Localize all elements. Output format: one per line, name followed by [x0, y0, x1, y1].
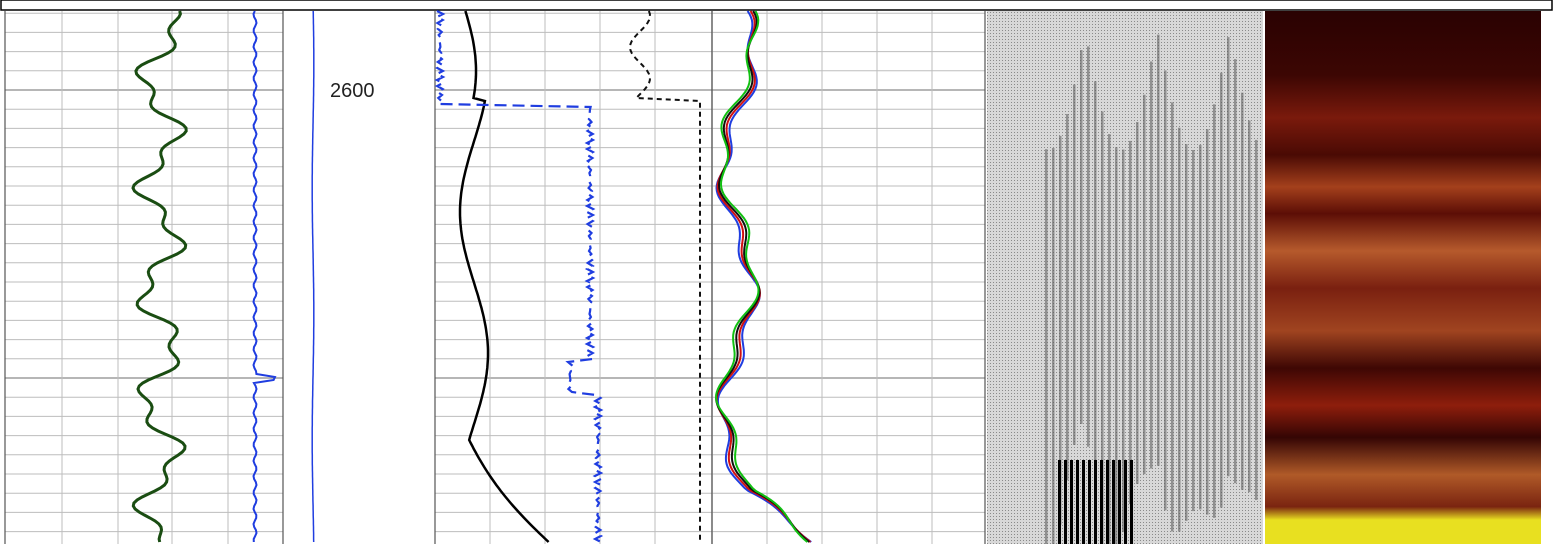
resist-curve [434, 10, 604, 543]
stripe [1080, 49, 1083, 424]
stripe [1136, 122, 1139, 485]
dark-stripe [1094, 460, 1097, 544]
multi-curve [715, 10, 812, 543]
curves [131, 10, 812, 543]
stripe [1101, 111, 1104, 544]
dark-stripe [1112, 460, 1115, 544]
sp-curve [252, 10, 277, 543]
stripe [1073, 84, 1076, 445]
stripe [1206, 129, 1209, 515]
stripe [1052, 147, 1055, 544]
stripe [1087, 46, 1090, 447]
dark-stripe [1070, 460, 1073, 544]
density-curve [458, 10, 550, 543]
stripe [1171, 102, 1174, 532]
dark-stripe [1130, 460, 1133, 544]
depth-track-line [311, 10, 315, 543]
dark-stripe [1088, 460, 1091, 544]
stripe [1220, 72, 1223, 508]
dark-stripe [1106, 460, 1109, 544]
stripe [1143, 94, 1146, 475]
stripe [1178, 127, 1181, 532]
stripe [1122, 149, 1125, 533]
dark-stripe [1082, 460, 1085, 544]
stripe [1241, 92, 1244, 490]
dark-stripe [1058, 460, 1061, 544]
dynamic-image [1265, 11, 1541, 544]
stripe [1227, 37, 1230, 477]
neutron-curve [628, 10, 701, 542]
stripe [1234, 59, 1237, 484]
stripe [1094, 81, 1097, 508]
stripe [1185, 144, 1188, 521]
dark-stripe [1100, 460, 1103, 544]
static-image [987, 11, 1263, 544]
stripe [1045, 149, 1048, 544]
stripe [1115, 147, 1118, 544]
image-texture [1045, 34, 1258, 544]
stripe [1192, 149, 1195, 512]
grid [4, 11, 986, 544]
multi-curve [715, 10, 812, 543]
stripe [1213, 104, 1216, 518]
stripe [1199, 144, 1202, 510]
stripe [1255, 139, 1258, 501]
depth-label: 2600 [330, 80, 375, 102]
stripe [1066, 114, 1069, 481]
dark-stripe [1118, 460, 1121, 544]
stripe [1150, 61, 1153, 469]
stripe [1157, 34, 1160, 466]
dark-stripe [1064, 460, 1067, 544]
stripe [1059, 135, 1062, 525]
gamma-curve [131, 10, 188, 543]
dark-stripe [1076, 460, 1079, 544]
stripe [1248, 120, 1251, 493]
stripe [1129, 140, 1132, 505]
header-bar [0, 0, 1553, 11]
multi-curve [715, 10, 808, 543]
stripe [1108, 134, 1111, 544]
stripe [1164, 70, 1167, 511]
dark-stripe [1124, 460, 1127, 544]
